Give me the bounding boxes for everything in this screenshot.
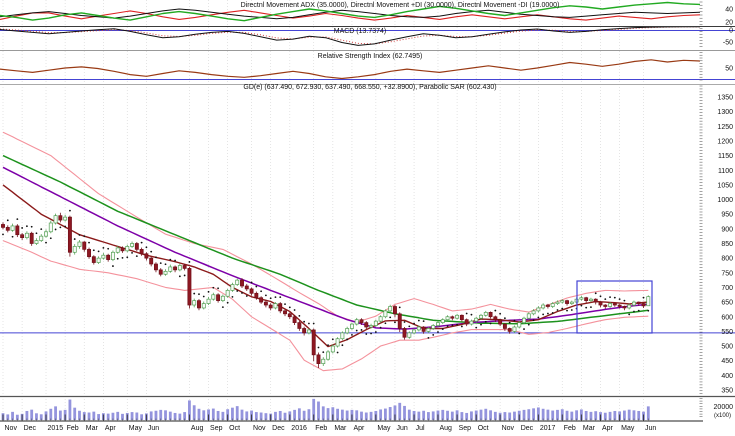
svg-text:1200: 1200 bbox=[717, 138, 733, 145]
adx-lines bbox=[0, 1, 701, 22]
svg-text:Feb: Feb bbox=[67, 425, 79, 432]
candles bbox=[1, 212, 651, 369]
svg-text:2017: 2017 bbox=[540, 425, 556, 432]
svg-text:-50: -50 bbox=[723, 40, 733, 47]
svg-text:Apr: Apr bbox=[353, 425, 365, 432]
svg-text:2015: 2015 bbox=[48, 425, 64, 432]
svg-text:Mar: Mar bbox=[86, 425, 99, 432]
svg-text:750: 750 bbox=[721, 270, 733, 277]
svg-text:(x100): (x100) bbox=[714, 413, 731, 419]
svg-text:Jun: Jun bbox=[396, 425, 407, 432]
svg-text:Oct: Oct bbox=[229, 425, 240, 432]
svg-text:Jun: Jun bbox=[645, 425, 656, 432]
svg-text:Feb: Feb bbox=[564, 425, 576, 432]
highlight-box[interactable] bbox=[576, 280, 653, 334]
bollinger-bands bbox=[2, 131, 649, 372]
svg-text:2016: 2016 bbox=[291, 425, 307, 432]
svg-text:650: 650 bbox=[721, 300, 733, 307]
x-axis: Nov Dec 2015 Feb Mar Apr May Jun Aug Sep Oct Nov Dec… bbox=[2, 414, 656, 432]
svg-text:Feb: Feb bbox=[315, 425, 327, 432]
svg-text:Apr: Apr bbox=[105, 425, 117, 432]
svg-text:550: 550 bbox=[721, 329, 733, 336]
svg-text:Mar: Mar bbox=[583, 425, 596, 432]
svg-text:Jun: Jun bbox=[148, 425, 159, 432]
svg-text:Sep: Sep bbox=[210, 425, 223, 432]
svg-text:1250: 1250 bbox=[717, 124, 733, 131]
svg-text:Nov: Nov bbox=[5, 425, 18, 432]
svg-text:Apr: Apr bbox=[602, 425, 614, 432]
svg-text:50: 50 bbox=[725, 66, 733, 73]
svg-text:Jul: Jul bbox=[416, 425, 425, 432]
svg-text:May: May bbox=[129, 425, 143, 432]
svg-text:450: 450 bbox=[721, 358, 733, 365]
svg-text:May: May bbox=[621, 425, 635, 432]
svg-text:Aug: Aug bbox=[439, 425, 452, 432]
svg-text:Sep: Sep bbox=[459, 425, 472, 432]
svg-text:May: May bbox=[377, 425, 391, 432]
volume-bars bbox=[1, 398, 650, 420]
svg-text:400: 400 bbox=[721, 373, 733, 380]
moving-averages bbox=[2, 154, 649, 348]
svg-text:20: 20 bbox=[725, 20, 733, 27]
svg-text:Aug: Aug bbox=[191, 425, 204, 432]
svg-text:1300: 1300 bbox=[717, 109, 733, 116]
svg-text:Dec: Dec bbox=[24, 425, 37, 432]
svg-text:1100: 1100 bbox=[718, 168, 733, 175]
svg-text:900: 900 bbox=[721, 226, 733, 233]
svg-text:Mar: Mar bbox=[334, 425, 347, 432]
svg-text:950: 950 bbox=[721, 212, 733, 219]
svg-text:20000: 20000 bbox=[714, 404, 734, 411]
svg-text:1150: 1150 bbox=[718, 153, 733, 160]
parabolic-sar-dots bbox=[2, 209, 650, 354]
svg-text:800: 800 bbox=[721, 256, 733, 263]
svg-text:700: 700 bbox=[721, 285, 733, 292]
svg-text:Dec: Dec bbox=[521, 425, 534, 432]
macd-lines bbox=[0, 26, 701, 46]
svg-text:500: 500 bbox=[721, 344, 733, 351]
svg-text:40: 40 bbox=[725, 7, 733, 14]
svg-text:0: 0 bbox=[729, 28, 733, 35]
svg-text:600: 600 bbox=[721, 314, 733, 321]
svg-text:Oct: Oct bbox=[478, 425, 489, 432]
svg-text:Nov: Nov bbox=[502, 425, 515, 432]
svg-text:Nov: Nov bbox=[253, 425, 266, 432]
svg-text:Dec: Dec bbox=[272, 425, 285, 432]
svg-text:1000: 1000 bbox=[717, 197, 733, 204]
panel-separators bbox=[0, 26, 735, 422]
svg-text:350: 350 bbox=[721, 388, 733, 395]
svg-text:1050: 1050 bbox=[717, 182, 733, 189]
svg-text:1350: 1350 bbox=[717, 95, 733, 102]
svg-text:850: 850 bbox=[721, 241, 733, 248]
right-axis: 40 200 -50 50 1350 1300 1250 1200 1150 1100 1050 10… bbox=[699, 1, 734, 419]
rsi-line bbox=[0, 59, 701, 80]
